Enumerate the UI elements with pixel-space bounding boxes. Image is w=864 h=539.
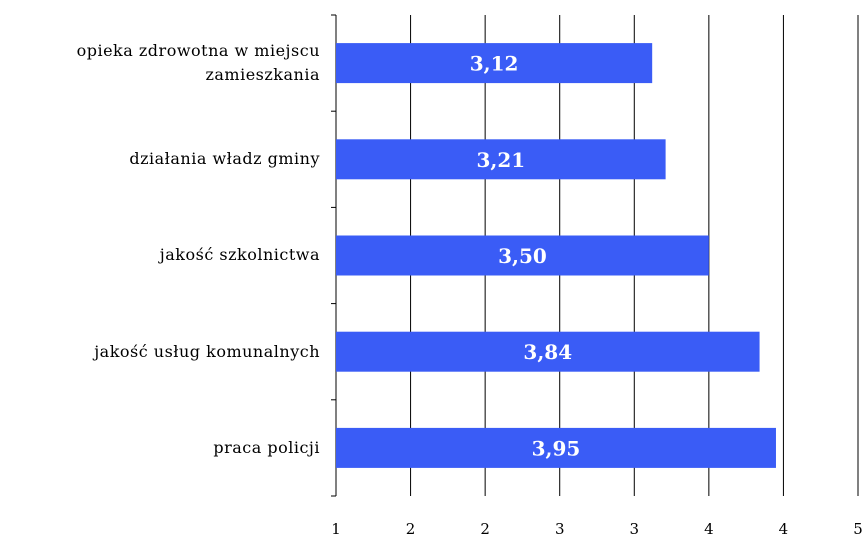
x-tick-label: 5 <box>853 520 863 538</box>
bar <box>336 43 653 84</box>
bar <box>336 331 760 372</box>
bar-value-label: 3,84 <box>523 340 572 364</box>
x-tick-label: 1 <box>331 520 341 538</box>
x-tick-label: 3 <box>555 520 565 538</box>
bar-value-label: 3,12 <box>470 52 519 76</box>
y-tick-label: jakość usług komunalnych <box>94 341 320 361</box>
bar <box>336 427 776 468</box>
x-tick-label: 4 <box>779 520 789 538</box>
bar-value-label: 3,21 <box>476 148 525 172</box>
x-tick-label: 3 <box>630 520 640 538</box>
x-tick-label: 2 <box>480 520 490 538</box>
bar-value-label: 3,95 <box>532 436 581 460</box>
y-tick-label: jakość szkolnictwa <box>159 245 320 265</box>
bar-value-label: 3,50 <box>498 244 547 268</box>
y-tick-label: działania władz gminy <box>129 149 320 169</box>
x-tick-label: 4 <box>704 520 714 538</box>
bar <box>336 139 666 180</box>
x-tick-label: 2 <box>406 520 416 538</box>
y-tick-label: opieka zdrowotna w miejscu zamieszkania <box>76 41 320 84</box>
bar <box>336 235 709 276</box>
y-tick-label: praca policji <box>213 437 320 457</box>
